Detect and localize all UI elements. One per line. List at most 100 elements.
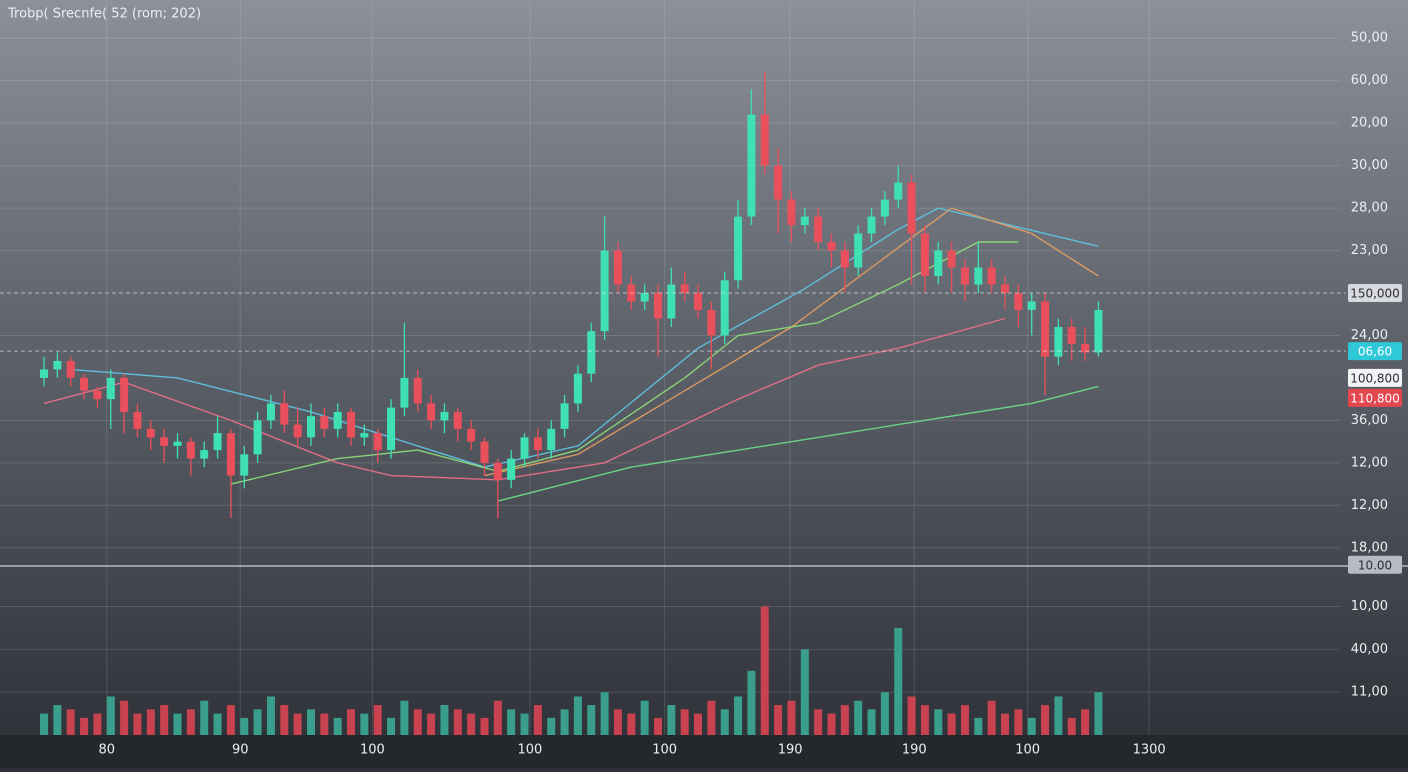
candle-body xyxy=(867,216,876,234)
volume-bar xyxy=(1081,709,1090,735)
volume-bar xyxy=(613,709,622,735)
candle-body xyxy=(480,441,489,463)
candle-body xyxy=(907,182,916,234)
volume-bar xyxy=(440,705,449,735)
candle-body xyxy=(266,403,275,421)
candle-body xyxy=(760,114,769,166)
volume-bar xyxy=(493,700,502,735)
x-tick-label: 100 xyxy=(517,743,542,758)
candle-body xyxy=(226,433,235,476)
volume-bar xyxy=(894,627,903,735)
candle-body xyxy=(573,373,582,404)
candle-body xyxy=(306,416,315,438)
candle-body xyxy=(613,250,622,285)
y-tick-label: 50,00 xyxy=(1351,31,1388,46)
candle-body xyxy=(280,403,289,425)
volume-bar xyxy=(667,705,676,735)
candle-body xyxy=(1027,301,1036,310)
candle-body xyxy=(667,284,676,319)
volume-bar xyxy=(760,606,769,735)
volume-bar xyxy=(280,705,289,735)
candle-body xyxy=(347,411,356,438)
volume-bar xyxy=(573,696,582,735)
volume-bar xyxy=(480,717,489,735)
volume-bar xyxy=(560,709,569,735)
x-axis-strip xyxy=(0,735,1408,768)
y-tick-label: 12,00 xyxy=(1351,455,1388,470)
volume-bar xyxy=(146,709,155,735)
volume-bar xyxy=(200,700,209,735)
volume-bar xyxy=(40,713,49,735)
volume-bar xyxy=(293,713,302,735)
volume-bar xyxy=(133,713,142,735)
price-tag-label: 110,800 xyxy=(1350,391,1400,405)
candle-body xyxy=(373,433,382,451)
volume-bar xyxy=(653,717,662,735)
x-tick-label: 100 xyxy=(652,743,677,758)
volume-bar xyxy=(680,709,689,735)
volume-bar xyxy=(160,705,169,735)
volume-bar xyxy=(854,700,863,735)
candle-body xyxy=(1041,301,1050,357)
volume-bar xyxy=(347,709,356,735)
candle-body xyxy=(974,267,983,285)
y-tick-label: 11,00 xyxy=(1351,685,1388,700)
volume-bar xyxy=(467,713,476,735)
y-tick-label: 24,00 xyxy=(1351,328,1388,343)
volume-bar xyxy=(213,713,222,735)
candle-body xyxy=(146,428,155,438)
volume-bar xyxy=(80,717,89,735)
y-tick-label: 36,00 xyxy=(1351,413,1388,428)
volume-bar xyxy=(1041,705,1050,735)
candle-body xyxy=(680,284,689,293)
x-tick-label: 190 xyxy=(778,743,803,758)
candle-body xyxy=(774,165,783,200)
candle-body xyxy=(106,377,115,400)
candle-body xyxy=(1067,326,1076,344)
volume-bar xyxy=(814,709,823,735)
candle-body xyxy=(507,458,516,480)
volume-bar xyxy=(173,713,182,735)
candle-body xyxy=(80,377,89,391)
candle-body xyxy=(854,233,863,268)
volume-bar xyxy=(587,705,596,735)
candle-body xyxy=(66,360,75,378)
candle-body xyxy=(640,292,649,302)
price-tag xyxy=(1348,555,1402,574)
volume-bar xyxy=(1027,717,1036,735)
y-tick-label: 60,00 xyxy=(1351,73,1388,88)
x-tick-label: 190 xyxy=(902,743,927,758)
candle-body xyxy=(533,437,542,451)
y-tick-label: 28,00 xyxy=(1351,201,1388,216)
volume-bar xyxy=(106,696,115,735)
candle-body xyxy=(947,250,956,268)
candle-body xyxy=(360,433,369,438)
volume-bar xyxy=(774,705,783,735)
volume-bar xyxy=(453,709,462,735)
candle-body xyxy=(133,411,142,429)
x-tick-label: 100 xyxy=(1015,743,1040,758)
candle-body xyxy=(827,242,836,251)
candle-body xyxy=(720,280,729,336)
volume-bar xyxy=(1054,696,1063,735)
x-tick-label: 90 xyxy=(232,743,249,758)
volume-bar xyxy=(747,670,756,735)
volume-bar xyxy=(974,717,983,735)
volume-bar xyxy=(920,705,929,735)
candle-body xyxy=(240,454,249,476)
chart-title: Trobp( Srecnfe( 52 (rom; 202) xyxy=(7,7,201,22)
volume-bar xyxy=(640,700,649,735)
volume-bar xyxy=(707,700,716,735)
candle-body xyxy=(53,360,62,370)
candle-body xyxy=(1081,343,1090,353)
candle-body xyxy=(920,233,929,277)
candle-body xyxy=(253,420,262,455)
volume-bar xyxy=(1094,692,1103,735)
candle-body xyxy=(840,250,849,268)
moving-average-line xyxy=(497,385,1099,502)
candle-body xyxy=(453,411,462,429)
candle-body xyxy=(427,403,436,421)
volume-bar xyxy=(827,713,836,735)
price-tag-label: 06,60 xyxy=(1358,345,1392,359)
volume-bar xyxy=(533,705,542,735)
